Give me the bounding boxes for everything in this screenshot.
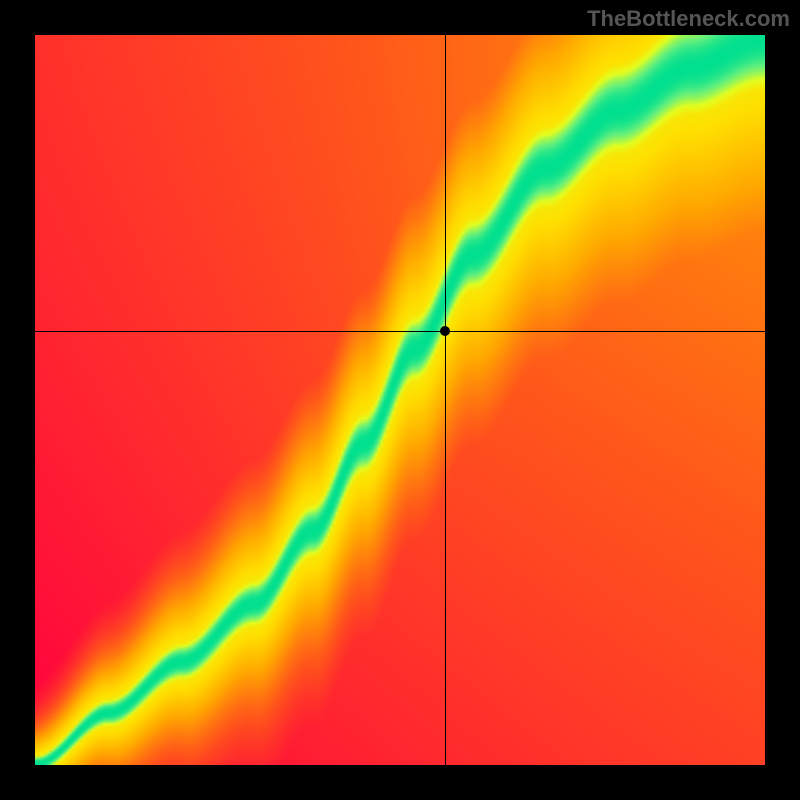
plot-area bbox=[35, 35, 765, 765]
watermark-text: TheBottleneck.com bbox=[587, 6, 790, 32]
heatmap-canvas bbox=[35, 35, 765, 765]
crosshair-vertical bbox=[445, 35, 446, 765]
crosshair-horizontal bbox=[35, 331, 765, 332]
crosshair-marker bbox=[440, 326, 450, 336]
